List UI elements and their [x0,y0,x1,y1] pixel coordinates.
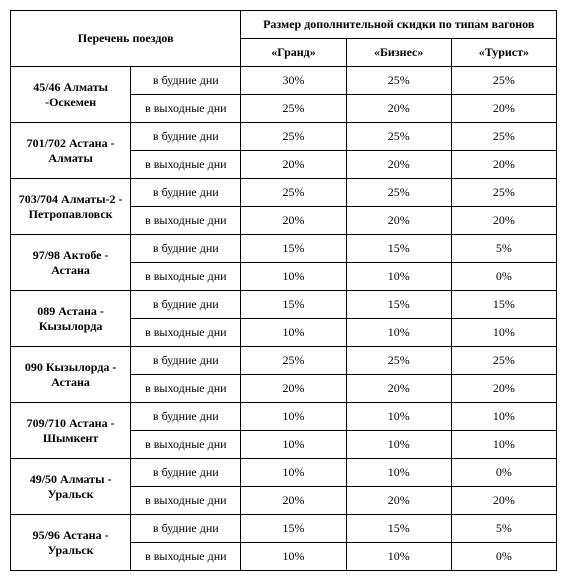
value-cell: 25% [346,123,451,151]
weekend-label: в выходные дни [131,487,241,515]
weekend-label: в выходные дни [131,543,241,571]
value-cell: 20% [241,151,346,179]
train-name: 97/98 Актобе - Астана [11,235,131,291]
value-cell: 25% [451,179,556,207]
weekday-label: в будние дни [131,291,241,319]
value-cell: 30% [241,67,346,95]
value-cell: 15% [241,515,346,543]
value-cell: 20% [241,207,346,235]
value-cell: 10% [241,403,346,431]
value-cell: 15% [241,291,346,319]
value-cell: 15% [241,235,346,263]
weekend-label: в выходные дни [131,263,241,291]
value-cell: 25% [241,347,346,375]
value-cell: 10% [451,431,556,459]
value-cell: 20% [451,95,556,123]
value-cell: 20% [451,151,556,179]
weekend-label: в выходные дни [131,431,241,459]
train-name: 090 Кызылорда - Астана [11,347,131,403]
train-name: 95/96 Астана - Уральск [11,515,131,571]
weekday-label: в будние дни [131,235,241,263]
weekend-label: в выходные дни [131,375,241,403]
value-cell: 20% [346,487,451,515]
header-discount: Размер дополнительной скидки по типам ва… [241,11,557,39]
value-cell: 10% [241,319,346,347]
value-cell: 5% [451,515,556,543]
value-cell: 10% [346,319,451,347]
train-name: 701/702 Астана - Алматы [11,123,131,179]
weekday-label: в будние дни [131,515,241,543]
value-cell: 10% [451,319,556,347]
value-cell: 15% [346,235,451,263]
value-cell: 10% [241,263,346,291]
train-name: 089 Астана - Кызылорда [11,291,131,347]
value-cell: 10% [346,263,451,291]
value-cell: 15% [346,291,451,319]
weekend-label: в выходные дни [131,151,241,179]
value-cell: 20% [346,207,451,235]
value-cell: 10% [451,403,556,431]
value-cell: 10% [241,459,346,487]
value-cell: 10% [346,543,451,571]
value-cell: 10% [346,431,451,459]
value-cell: 20% [241,375,346,403]
value-cell: 20% [451,207,556,235]
value-cell: 15% [451,291,556,319]
weekday-label: в будние дни [131,179,241,207]
value-cell: 20% [346,151,451,179]
weekday-label: в будние дни [131,459,241,487]
train-name: 709/710 Астана - Шымкент [11,403,131,459]
train-name: 49/50 Алматы - Уральск [11,459,131,515]
weekend-label: в выходные дни [131,95,241,123]
value-cell: 20% [451,487,556,515]
weekday-label: в будние дни [131,403,241,431]
value-cell: 25% [451,67,556,95]
value-cell: 15% [346,515,451,543]
header-grand: «Гранд» [241,39,346,67]
weekday-label: в будние дни [131,123,241,151]
value-cell: 25% [346,67,451,95]
value-cell: 20% [241,487,346,515]
value-cell: 25% [451,123,556,151]
value-cell: 0% [451,543,556,571]
value-cell: 10% [241,431,346,459]
value-cell: 0% [451,263,556,291]
value-cell: 25% [346,347,451,375]
value-cell: 25% [241,179,346,207]
discount-table: Перечень поездов Размер дополнительной с… [10,10,557,571]
header-trains: Перечень поездов [11,11,241,67]
train-name: 703/704 Алматы-2 - Петропавловск [11,179,131,235]
train-name: 45/46 Алматы -Оскемен [11,67,131,123]
value-cell: 10% [346,403,451,431]
value-cell: 25% [346,179,451,207]
value-cell: 20% [346,375,451,403]
header-tourist: «Турист» [451,39,556,67]
value-cell: 5% [451,235,556,263]
weekday-label: в будние дни [131,347,241,375]
value-cell: 10% [241,543,346,571]
value-cell: 10% [346,459,451,487]
weekend-label: в выходные дни [131,319,241,347]
header-business: «Бизнес» [346,39,451,67]
value-cell: 20% [451,375,556,403]
value-cell: 20% [346,95,451,123]
value-cell: 0% [451,459,556,487]
weekend-label: в выходные дни [131,207,241,235]
weekday-label: в будние дни [131,67,241,95]
value-cell: 25% [451,347,556,375]
value-cell: 25% [241,95,346,123]
value-cell: 25% [241,123,346,151]
